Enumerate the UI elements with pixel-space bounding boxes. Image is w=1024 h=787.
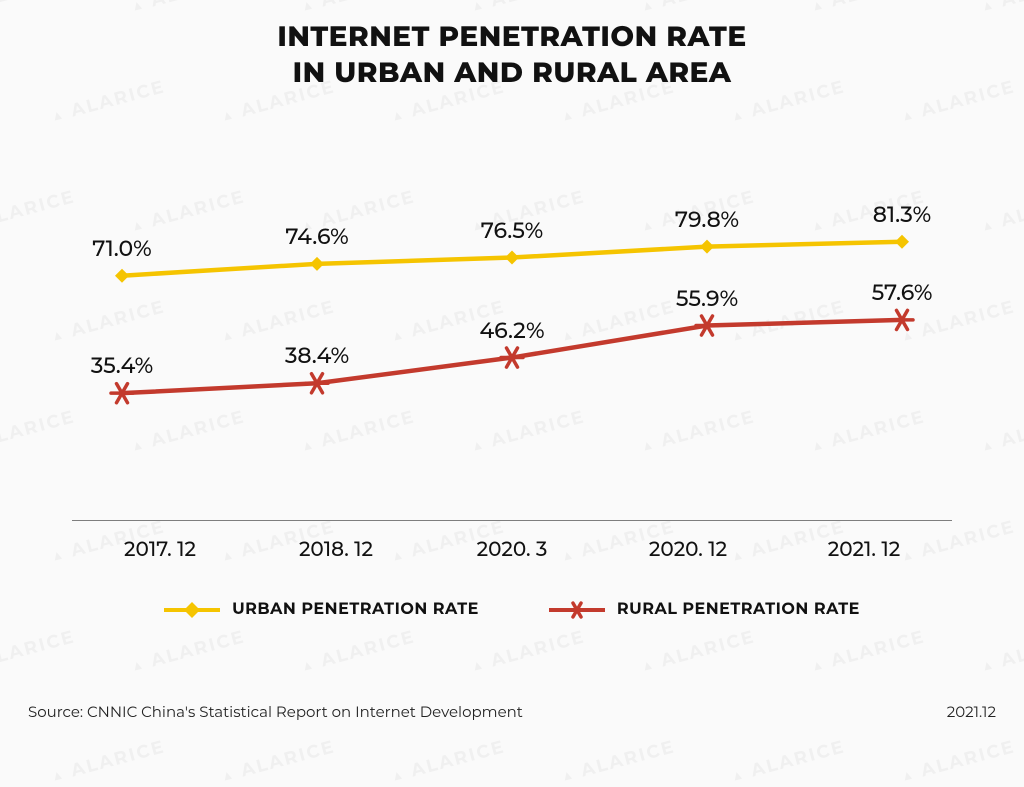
footer-date: 2021.12 — [947, 702, 996, 721]
x-tick-label: 2020. 3 — [424, 538, 600, 562]
chart-title: INTERNET PENETRATION RATEIN URBAN AND RU… — [32, 20, 992, 92]
x-tick-label: 2017. 12 — [72, 538, 248, 562]
x-tick-label: 2020. 12 — [600, 538, 776, 562]
legend-item: RURAL PENETRATION RATE — [549, 600, 860, 619]
data-label: 57.6% — [872, 279, 933, 306]
legend: URBAN PENETRATION RATE RURAL PENETRATION … — [32, 600, 992, 619]
data-label: 79.8% — [675, 206, 739, 233]
plot-area: 71.0% 74.6% 76.5% 79.8% 81.3% 35.4% 38.4% 46.2%… — [72, 180, 952, 530]
footer: Source: CNNIC China's Statistical Report… — [28, 702, 996, 721]
legend-label: URBAN PENETRATION RATE — [232, 600, 479, 619]
data-label: 38.4% — [285, 342, 349, 369]
data-label: 46.2% — [479, 317, 544, 344]
legend-label: RURAL PENETRATION RATE — [617, 600, 860, 619]
data-label: 71.0% — [92, 235, 151, 262]
data-label: 76.5% — [481, 217, 543, 244]
data-label: 55.9% — [676, 285, 738, 312]
x-axis-labels: 2017. 122018. 122020. 32020. 122021. 12 — [72, 538, 952, 562]
x-tick-label: 2018. 12 — [248, 538, 424, 562]
source-text: Source: CNNIC China's Statistical Report… — [28, 702, 523, 721]
legend-item: URBAN PENETRATION RATE — [164, 600, 479, 619]
data-label: 35.4% — [91, 352, 153, 379]
data-label: 74.6% — [285, 223, 348, 250]
chart-container: INTERNET PENETRATION RATEIN URBAN AND RU… — [32, 20, 992, 697]
legend-swatch — [549, 601, 605, 619]
data-label: 81.3% — [873, 201, 931, 228]
x-tick-label: 2021. 12 — [776, 538, 952, 562]
x-axis-line — [72, 520, 952, 521]
legend-swatch — [164, 601, 220, 619]
